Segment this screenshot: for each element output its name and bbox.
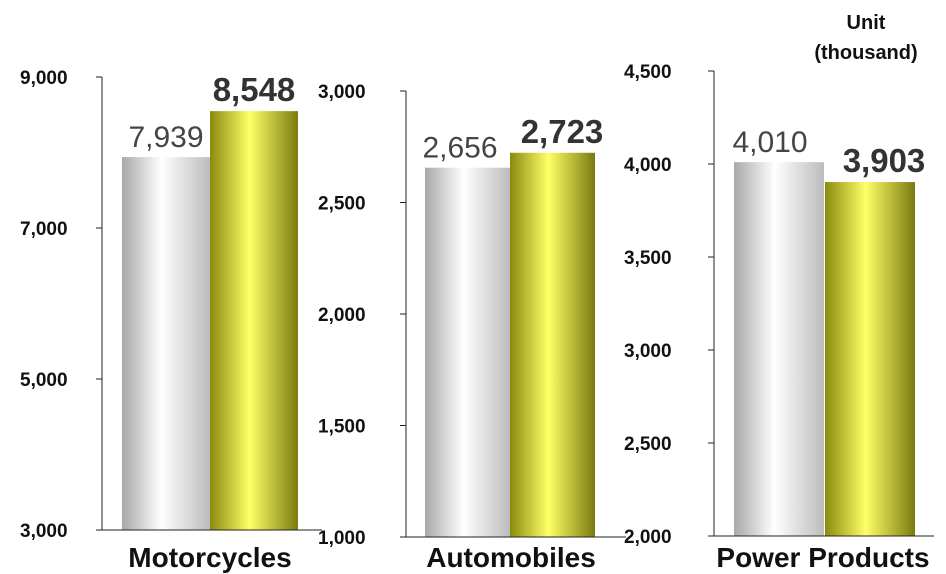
automobiles-tick-label: 1,500 xyxy=(318,417,366,438)
automobiles-category-label: Automobiles xyxy=(426,542,596,573)
chart-panels: 3,000 5,000 7,000 9,000 7,939 8,548 Motorcycle… xyxy=(20,62,934,573)
motorcycles-tick-label: 5,000 xyxy=(20,370,68,391)
power-products-tick-label: 3,000 xyxy=(624,341,672,362)
automobiles-current-value-label: 2,723 xyxy=(521,113,604,150)
motorcycles-tick-label: 3,000 xyxy=(20,521,68,542)
motorcycles-current-value-label: 8,548 xyxy=(213,71,296,108)
power-products-tick-label: 4,500 xyxy=(624,62,672,83)
motorcycles-previous-bar xyxy=(122,157,210,530)
automobiles-tick-label: 1,000 xyxy=(318,528,366,549)
power-products-tick-label: 4,000 xyxy=(624,155,672,176)
automobiles-current-bar xyxy=(510,152,595,537)
automobiles-tick-label: 3,000 xyxy=(318,82,366,103)
automobiles-tick-label: 2,000 xyxy=(318,305,366,326)
motorcycles-previous-value-label: 7,939 xyxy=(128,121,203,154)
power-products-category-label: Power Products xyxy=(716,542,929,573)
motorcycles-tick-label: 7,000 xyxy=(20,219,68,240)
unit-label: Unit xyxy=(847,12,886,34)
power-products-previous-bar xyxy=(734,162,824,536)
motorcycles-category-label: Motorcycles xyxy=(128,542,291,573)
automobiles-previous-value-label: 2,656 xyxy=(422,132,497,165)
power-products-current-bar xyxy=(825,182,915,537)
power-products-previous-value-label: 4,010 xyxy=(732,126,807,159)
power-products-current-value-label: 3,903 xyxy=(843,142,926,179)
motorcycles-tick-label: 9,000 xyxy=(20,68,68,89)
power-products-tick-label: 3,500 xyxy=(624,248,672,269)
power-products-tick-label: 2,000 xyxy=(624,527,672,548)
unit-label-sub: (thousand) xyxy=(814,42,917,64)
motorcycles-current-bar xyxy=(210,111,298,530)
power-products-tick-label: 2,500 xyxy=(624,434,672,455)
automobiles-previous-bar xyxy=(425,167,510,537)
automobiles-tick-label: 2,500 xyxy=(318,194,366,215)
